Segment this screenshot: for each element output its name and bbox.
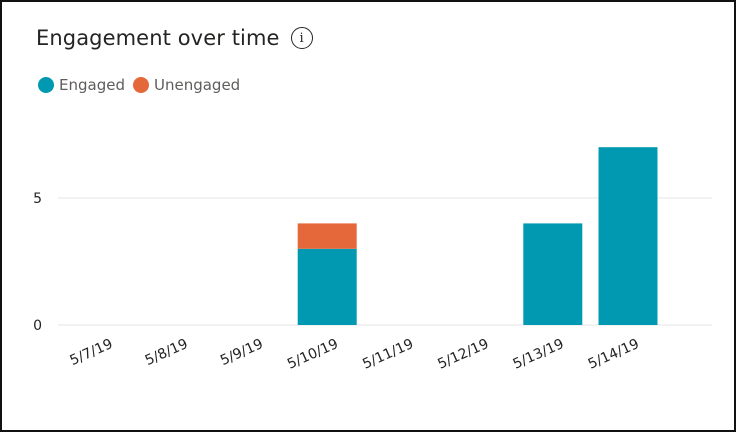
info-icon[interactable]: i [290, 27, 313, 49]
legend: Engaged Unengaged [38, 76, 248, 94]
legend-label-unengaged: Unengaged [153, 76, 241, 94]
x-tick-label: 5/7/19 [68, 336, 116, 369]
bar-unengaged-5-10-19[interactable] [297, 223, 357, 249]
x-tick-label: 5/14/19 [586, 336, 642, 373]
x-tick-label: 5/13/19 [511, 336, 567, 373]
chart-title: Engagement over time [36, 26, 280, 50]
info-icon-glyph: i [299, 30, 304, 46]
legend-swatch-unengaged [132, 77, 149, 93]
legend-swatch-engaged [38, 77, 54, 93]
x-tick-label: 5/9/19 [218, 336, 266, 369]
legend-item-unengaged[interactable]: Unengaged [132, 76, 241, 94]
x-tick-label: 5/11/19 [360, 336, 416, 373]
bar-engaged-5-10-19[interactable] [297, 248, 357, 325]
legend-item-engaged[interactable]: Engaged [38, 76, 125, 94]
x-tick-label: 5/10/19 [285, 336, 341, 373]
x-tick-label: 5/12/19 [435, 336, 491, 373]
bar-engaged-5-14-19[interactable] [598, 147, 658, 325]
bar-engaged-5-13-19[interactable] [523, 223, 583, 325]
legend-label-engaged: Engaged [59, 76, 125, 94]
y-tick-label: 5 [33, 191, 42, 207]
y-tick-label: 0 [33, 318, 42, 334]
x-tick-label: 5/8/19 [143, 336, 191, 369]
title-row: Engagement over time i [36, 26, 313, 50]
